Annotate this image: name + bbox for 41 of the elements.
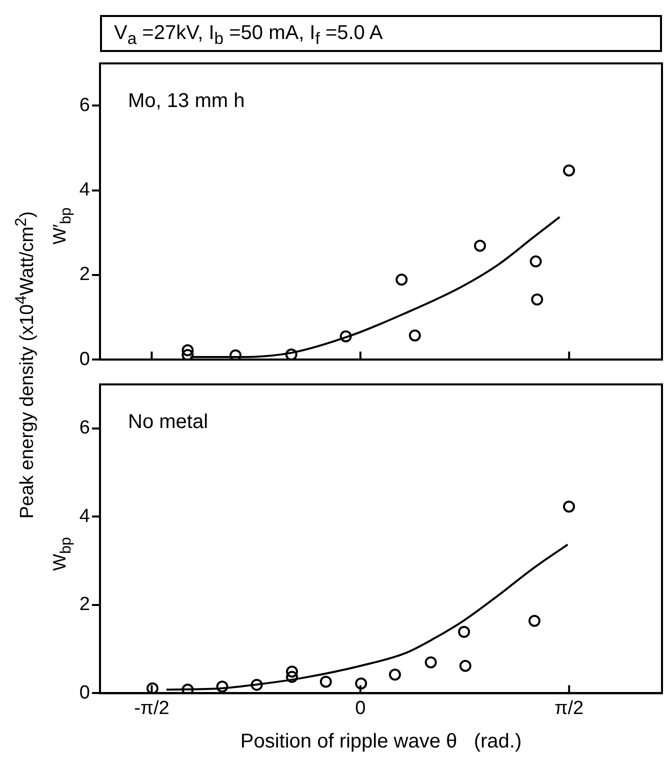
x-tick-label: -π/2 (134, 698, 170, 719)
chart-title: V$_{a}$ =27kV, I$_{b}$ =50 mA, I$_{f}$ =5.0 A (100, 15, 662, 52)
point (216, 680, 228, 693)
point (250, 678, 263, 691)
point (531, 294, 544, 306)
point (562, 500, 575, 513)
point (396, 274, 408, 286)
point (528, 614, 540, 627)
point (285, 348, 298, 360)
point (182, 684, 194, 694)
y-tick-label: 0 (79, 348, 90, 370)
point (530, 255, 542, 268)
point (459, 660, 472, 672)
point (562, 164, 575, 176)
point (458, 626, 470, 638)
point (182, 344, 194, 356)
point (230, 349, 242, 360)
point (320, 676, 332, 688)
point (408, 329, 421, 342)
y-tick-label: 0 (79, 682, 90, 704)
x-axis-title: Position of ripple wave θ (rad.) (240, 730, 522, 753)
y-tick-label: 2 (79, 264, 90, 286)
point (340, 330, 352, 342)
x-tick-label: π/2 (554, 698, 584, 719)
line-series (165, 544, 569, 691)
point (286, 666, 298, 678)
annotation: No metal (128, 410, 208, 433)
point (286, 670, 298, 683)
y-tick-label: 4 (79, 506, 90, 527)
point (182, 348, 194, 360)
point (474, 240, 486, 252)
y-tick-label: 6 (79, 418, 90, 439)
point (146, 682, 158, 694)
y-tick-label: 4 (79, 180, 90, 201)
x-tick-label: 0 (355, 698, 366, 719)
annotation: Mo, 13 mm h (128, 90, 245, 112)
y-tick-label: 2 (79, 594, 90, 616)
point (424, 656, 437, 668)
point (355, 677, 368, 690)
y-tick-label: 6 (79, 94, 90, 116)
point (388, 668, 401, 681)
